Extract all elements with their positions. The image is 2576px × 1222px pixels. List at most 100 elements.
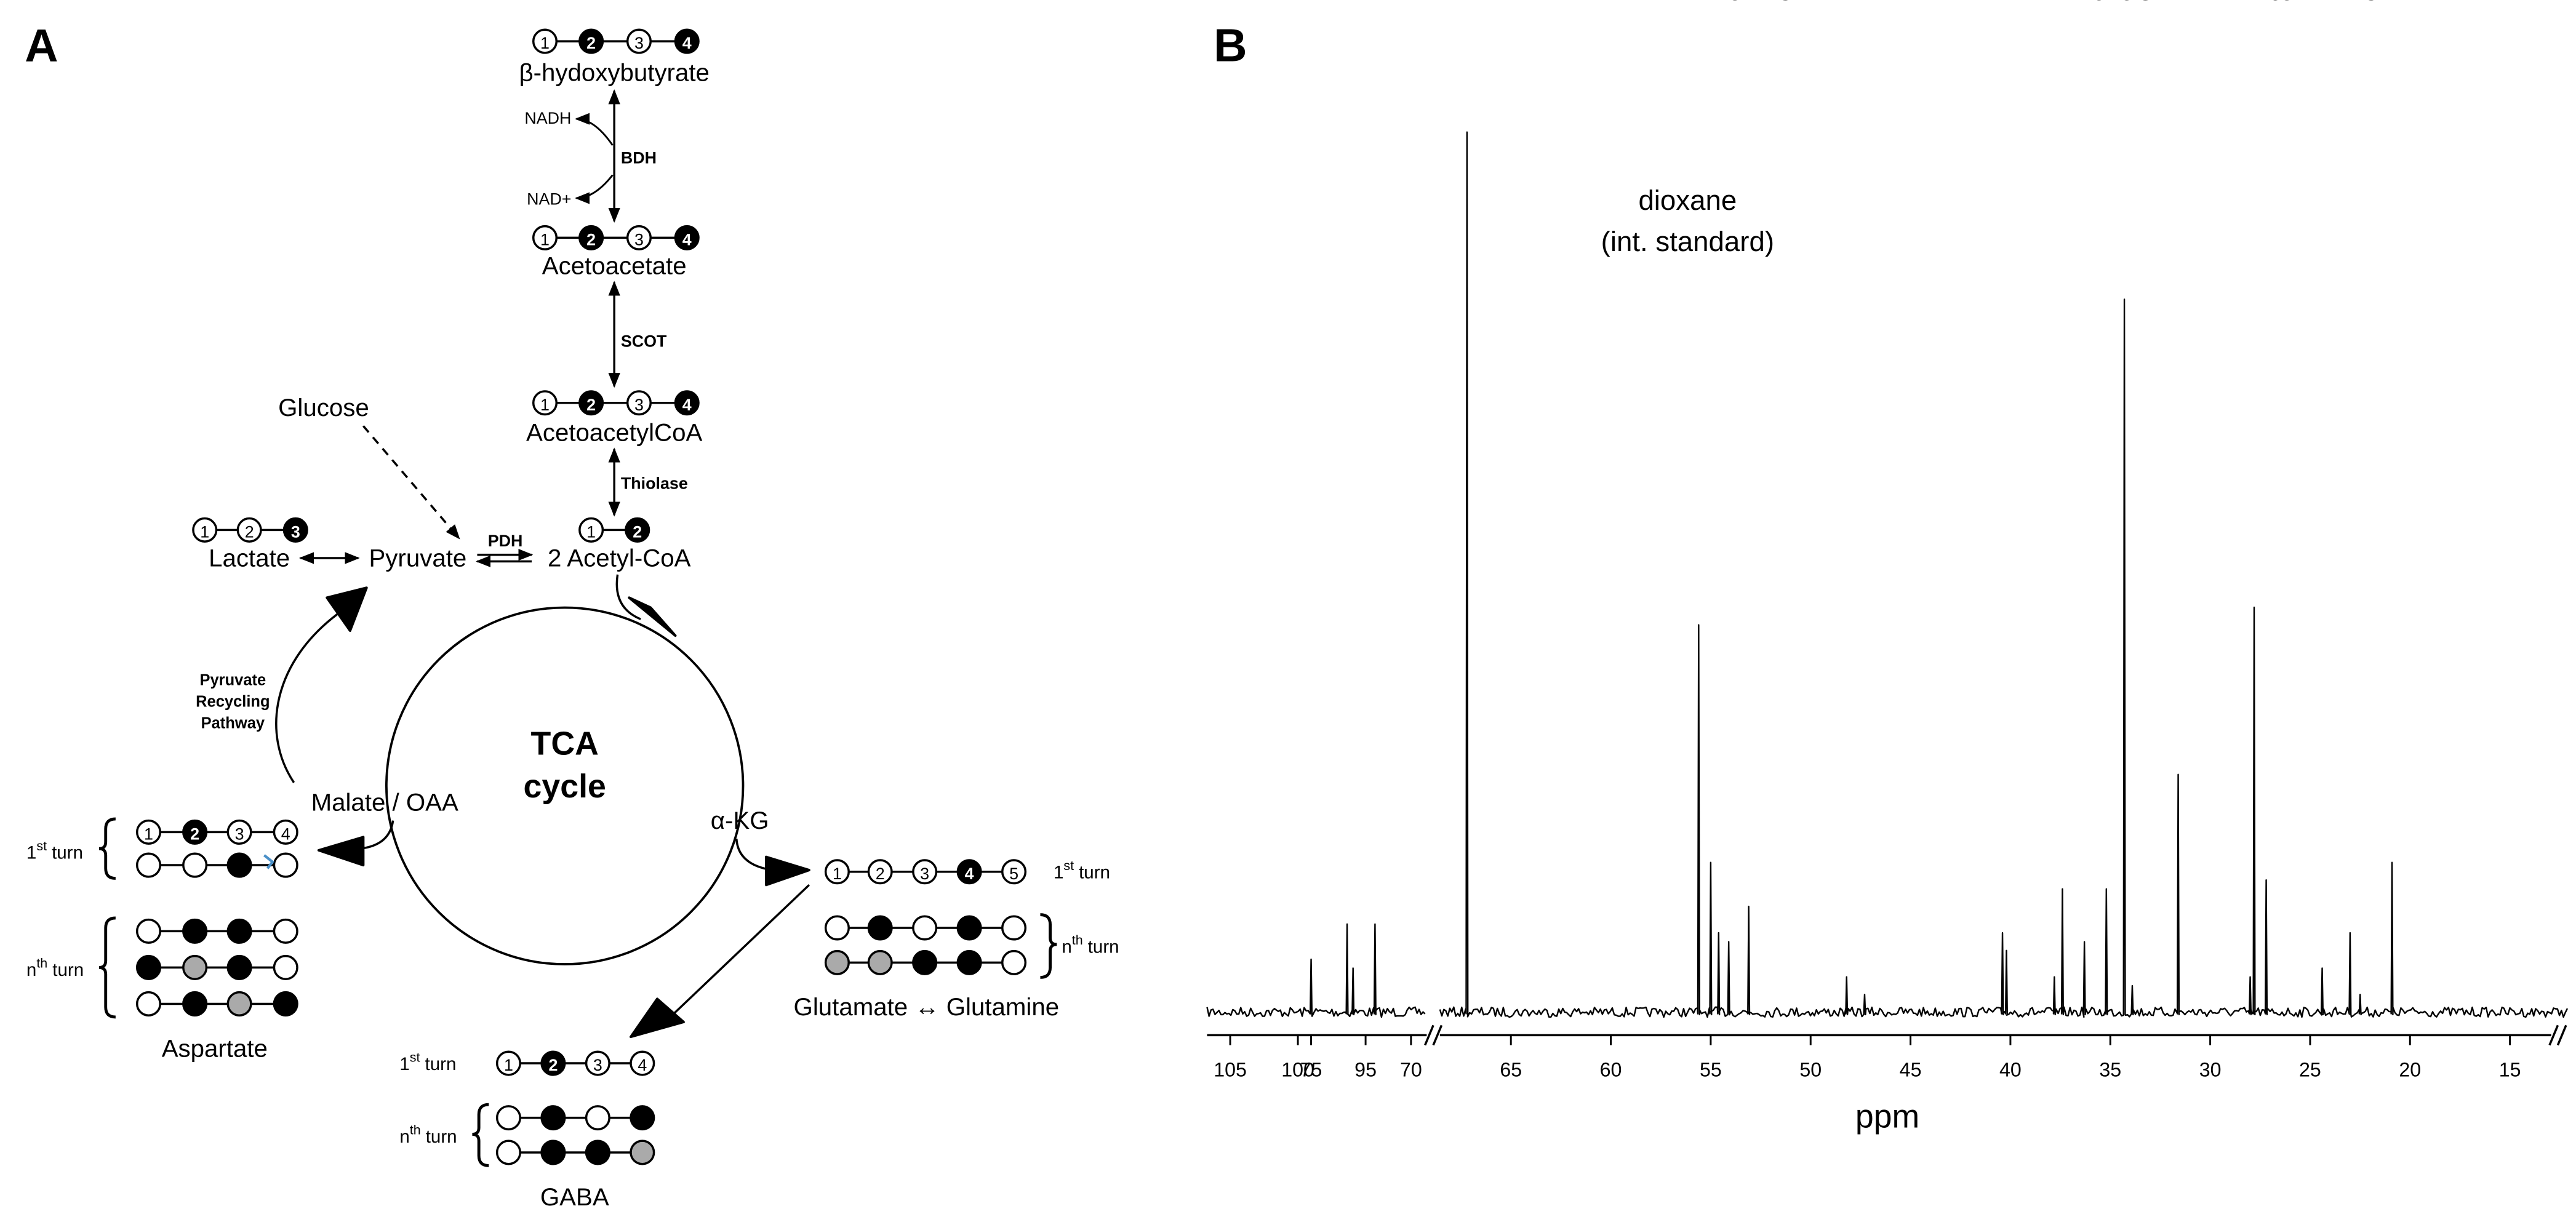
x-tick-label: 60 (1600, 1059, 1622, 1081)
x-tick-label: 35 (2099, 1059, 2121, 1081)
spectrum-trace (1206, 131, 2569, 1018)
carbon-atom (912, 915, 938, 941)
carbon-atom (226, 954, 252, 980)
carbon-atom (495, 1105, 521, 1131)
carbon-atom (585, 1140, 610, 1165)
glutamate-gaba-arrowhead (630, 997, 685, 1039)
carbon-atom: 3 (626, 28, 652, 54)
carbon-atom: 1 (192, 517, 218, 543)
peak-label: 11 (2016, 0, 2045, 6)
svg-text:2: 2 (245, 522, 254, 541)
peak-label: 4 (2335, 0, 2351, 6)
acetoacetylcoa-carbon-chain: 1 2 3 4 (532, 390, 700, 416)
aspartate-nth-turn-pattern (135, 918, 298, 1016)
metabolite-pyruvate: Pyruvate (369, 544, 466, 572)
svg-text:3: 3 (291, 522, 300, 541)
metabolite-malate-oaa: Malate / OAA (311, 789, 458, 817)
gaba-nth-turn-brace (472, 1103, 489, 1167)
nad-arrow (575, 174, 614, 204)
nmr-spectrum: 123456789101112131415 dioxane (int. stan… (1206, 0, 2569, 1018)
x-axis: 105 100 95 75 70 65 60 55 50 45 40 35 30 25 20 15 ppm (1207, 1024, 2567, 1135)
acetoacetate-carbon-chain: 1 2 3 4 (532, 225, 700, 250)
acetylcoa-entry-arrow (615, 574, 641, 620)
svg-text:4: 4 (965, 865, 974, 883)
carbon-atom: 3 (585, 1050, 610, 1076)
x-tick-label: 65 (1500, 1059, 1522, 1081)
svg-text:3: 3 (634, 396, 644, 414)
carbon-atom: 3 (626, 225, 652, 250)
carbon-atom: 1 (495, 1050, 521, 1076)
bhb-carbon-chain: 1 2 3 4 (532, 28, 700, 54)
carbon-atom (956, 949, 982, 975)
standard-label-line2: (int. standard) (1601, 226, 1774, 257)
carbon-atom (495, 1140, 521, 1165)
malate-exit-arrowhead (317, 836, 365, 867)
aspartate-first-turn-chain: 1 2 3 4 (135, 819, 298, 845)
peak-label: 1 (2405, 0, 2420, 6)
svg-text:2: 2 (633, 522, 642, 541)
metabolite-glutamate-glutamine: Glutamate ↔ Glutamine (794, 993, 1060, 1021)
carbon-atom (273, 954, 298, 980)
svg-text:4: 4 (682, 230, 692, 249)
carbon-atom: 1 (135, 819, 162, 845)
carbon-atom: 2 (182, 819, 208, 845)
carbon-atom: 3 (226, 819, 252, 845)
carbon-atom: 4 (674, 225, 700, 250)
x-axis-title: ppm (1855, 1098, 1919, 1135)
x-tick-label: 100 (1281, 1059, 1314, 1081)
x-tick-label: 20 (2399, 1059, 2421, 1081)
svg-text:2: 2 (586, 396, 596, 414)
enzyme-pdh: PDH (488, 532, 523, 550)
peak-label: 9 (2119, 0, 2135, 6)
carbon-atom: 2 (867, 859, 893, 885)
enzyme-scot: SCOT (621, 332, 667, 350)
gaba-nth-turn-label: nth turn (399, 1122, 457, 1146)
svg-text:2: 2 (876, 865, 885, 883)
carbon-atom (273, 991, 298, 1016)
svg-text:2: 2 (586, 34, 596, 52)
carbon-atom: 2 (236, 517, 262, 543)
metabolite-aspartate: Aspartate (162, 1034, 268, 1062)
carbon-atom (630, 1140, 655, 1165)
axis-break-mark (1424, 1024, 1434, 1046)
standard-label-line1: dioxane (1638, 185, 1737, 216)
carbon-atom (824, 915, 850, 941)
carbon-atom (226, 918, 252, 944)
svg-text:1: 1 (504, 1056, 513, 1074)
carbon-atom: 4 (273, 819, 298, 845)
svg-text:1: 1 (144, 825, 153, 843)
glutamate-nth-turn-pattern (824, 915, 1027, 975)
carbon-atom: 1 (532, 390, 558, 416)
glutamate-nth-turn-label: nth turn (1062, 933, 1119, 957)
carbon-atom (630, 1105, 655, 1131)
aspartate-nth-turn-brace (98, 916, 116, 1019)
axis-break-mark (2556, 1024, 2567, 1046)
glutamate-gaba-arrow (673, 884, 810, 1015)
recycling-arc (275, 610, 343, 783)
carbon-atom: 5 (1001, 859, 1027, 885)
x-tick-label: 45 (1900, 1059, 1922, 1081)
recycling-label-line1: Pyruvate (200, 672, 266, 689)
svg-text:3: 3 (634, 34, 644, 52)
peak-label: 7 (2191, 0, 2207, 6)
metabolite-bhb: β-hydoxybutyrate (519, 58, 709, 86)
glutamate-first-turn-label: 1st turn (1054, 858, 1110, 882)
metabolite-lactate: Lactate (209, 544, 290, 572)
carbon-atom: 3 (626, 390, 652, 416)
tca-cycle-label-line2: cycle (524, 768, 606, 805)
carbon-atom: 3 (912, 859, 938, 885)
peak-label: 5 (2279, 0, 2295, 6)
carbon-atom (182, 852, 208, 878)
recycling-label-line3: Pathway (201, 714, 265, 732)
axis-break-mark (1432, 1024, 1443, 1046)
aspartate-first-turn-pattern (135, 852, 298, 878)
enzyme-thiolase: Thiolase (621, 474, 688, 492)
svg-text:1: 1 (540, 34, 550, 52)
svg-text:4: 4 (682, 396, 692, 414)
axis-break-mark (2548, 1024, 2559, 1046)
carbon-atom: 2 (578, 225, 604, 250)
tca-cycle-label-line1: TCA (531, 725, 599, 762)
x-tick-label: 55 (1700, 1059, 1722, 1081)
x-tick-label: 15 (2499, 1059, 2521, 1081)
carbon-atom: 2 (540, 1050, 566, 1076)
